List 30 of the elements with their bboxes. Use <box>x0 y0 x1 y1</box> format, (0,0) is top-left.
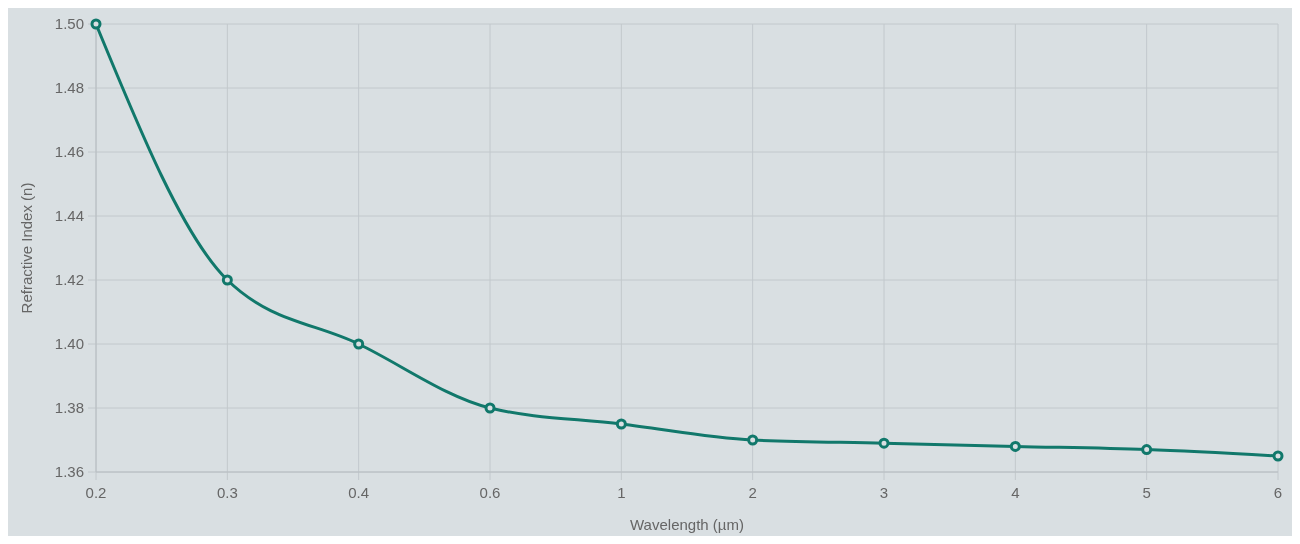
y-tick-label: 1.44 <box>54 207 84 225</box>
point <box>1009 440 1021 452</box>
x-tick-label: 4 <box>1011 484 1020 501</box>
y-axis-title: Refractive Index (n) <box>18 182 35 314</box>
x-tick-label: 0.3 <box>216 484 238 501</box>
y-tick-label: 1.38 <box>54 399 84 417</box>
point <box>878 437 890 449</box>
x-tick-label: 0.4 <box>348 484 370 501</box>
x-tick-label: 0.6 <box>479 484 501 501</box>
x-tick-label: 5 <box>1142 484 1151 501</box>
x-tick-label: 3 <box>879 484 889 501</box>
point <box>1272 450 1284 462</box>
x-axis-title: Wavelength (µm) <box>630 516 744 533</box>
point <box>1141 444 1153 456</box>
y-tick-label: 1.40 <box>54 335 84 353</box>
point <box>90 18 102 30</box>
x-tick-label: 2 <box>748 484 757 501</box>
y-tick-label: 1.42 <box>54 271 84 289</box>
point <box>221 274 233 286</box>
point <box>353 338 365 350</box>
y-tick-label: 1.36 <box>54 463 84 481</box>
y-tick-label: 1.48 <box>54 79 84 97</box>
point <box>615 418 627 430</box>
point <box>747 434 759 446</box>
x-tick-label: 6 <box>1273 484 1283 501</box>
point <box>484 402 496 414</box>
x-tick-label: 1 <box>617 484 626 501</box>
y-tick-label: 1.46 <box>54 143 84 161</box>
y-tick-label: 1.50 <box>54 15 84 33</box>
x-tick-label: 0.2 <box>85 484 107 501</box>
